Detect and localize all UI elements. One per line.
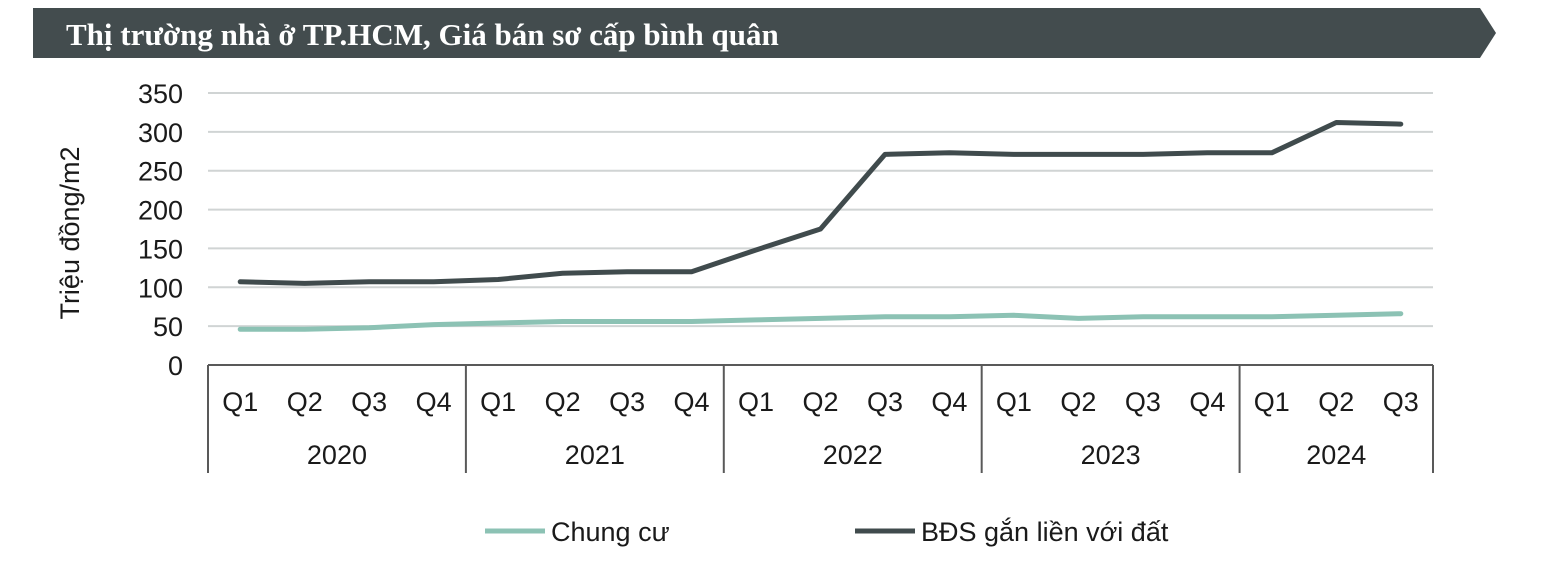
year-label-2021: 2021 bbox=[565, 440, 625, 470]
x-tick-label: Q2 bbox=[1060, 387, 1096, 417]
y-tick-label: 50 bbox=[153, 312, 183, 342]
x-tick-label: Q1 bbox=[480, 387, 516, 417]
series-lines bbox=[237, 120, 1404, 332]
x-tick-label: Q3 bbox=[867, 387, 903, 417]
y-tick-label: 100 bbox=[138, 273, 183, 303]
legend-label-bds: BĐS gắn liền với đất bbox=[921, 516, 1169, 547]
year-label-2022: 2022 bbox=[823, 440, 883, 470]
legend-label-chung-cu: Chung cư bbox=[551, 517, 670, 547]
x-tick-label: Q3 bbox=[1125, 387, 1161, 417]
year-label-2024: 2024 bbox=[1306, 440, 1366, 470]
y-tick-label: 300 bbox=[138, 118, 183, 148]
x-axis-ticks: Q1 Q2 Q3 Q4 Q1 Q2 Q3 Q4 Q1 Q2 Q3 Q4 Q1 Q2 Q3 Q4 Q1 Q2 Q3 bbox=[222, 387, 1419, 417]
x-tick-label: Q4 bbox=[931, 387, 967, 417]
y-tick-label: 150 bbox=[138, 234, 183, 264]
x-tick-label: Q1 bbox=[1254, 387, 1290, 417]
year-label-2020: 2020 bbox=[307, 440, 367, 470]
x-tick-label: Q4 bbox=[674, 387, 710, 417]
y-tick-label: 200 bbox=[138, 196, 183, 226]
gridlines bbox=[208, 92, 1433, 328]
year-labels: 2020 2021 2022 2023 2024 bbox=[307, 440, 1366, 470]
x-tick-label: Q1 bbox=[222, 387, 258, 417]
series-line-bds bbox=[237, 120, 1404, 286]
x-tick-label: Q3 bbox=[1383, 387, 1419, 417]
x-axis bbox=[207, 364, 1434, 473]
y-tick-label: 0 bbox=[168, 351, 183, 381]
y-tick-label: 350 bbox=[138, 79, 183, 109]
x-tick-label: Q4 bbox=[1189, 387, 1225, 417]
year-label-2023: 2023 bbox=[1081, 440, 1141, 470]
x-tick-label: Q3 bbox=[609, 387, 645, 417]
y-axis-label: Triệu đồng/m2 bbox=[55, 146, 85, 319]
series-line-chung-cu bbox=[237, 311, 1404, 332]
legend: Chung cư BĐS gắn liền với đất bbox=[485, 516, 1169, 547]
x-tick-label: Q2 bbox=[545, 387, 581, 417]
x-tick-label: Q1 bbox=[738, 387, 774, 417]
chart-title: Thị trường nhà ở TP.HCM, Giá bán sơ cấp … bbox=[66, 17, 779, 52]
x-tick-label: Q4 bbox=[416, 387, 452, 417]
y-axis-ticks: 0 50 100 150 200 250 300 350 bbox=[138, 79, 183, 381]
x-tick-label: Q2 bbox=[1318, 387, 1354, 417]
title-band bbox=[33, 8, 1496, 58]
x-tick-label: Q2 bbox=[287, 387, 323, 417]
x-tick-label: Q2 bbox=[802, 387, 838, 417]
x-tick-label: Q1 bbox=[996, 387, 1032, 417]
x-tick-label: Q3 bbox=[351, 387, 387, 417]
y-tick-label: 250 bbox=[138, 157, 183, 187]
